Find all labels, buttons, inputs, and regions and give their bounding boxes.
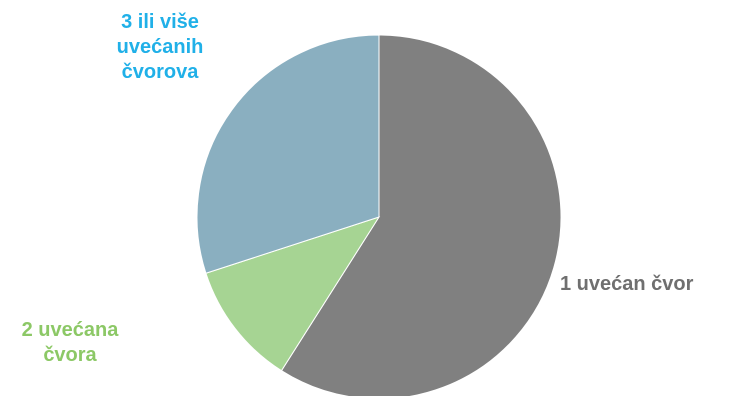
pie-slice-2-nodes (205, 216, 381, 372)
slice-label-1-node: 1 uvećan čvor (560, 273, 694, 295)
pie-slice-3plus-nodes (196, 34, 380, 274)
pie-slice-1-node (280, 34, 562, 396)
slice-label-3plus-nodes: 3 ili više uvećanih čvorova (116, 11, 204, 83)
slice-label-2-nodes: 2 uvećana čvora (21, 319, 119, 366)
